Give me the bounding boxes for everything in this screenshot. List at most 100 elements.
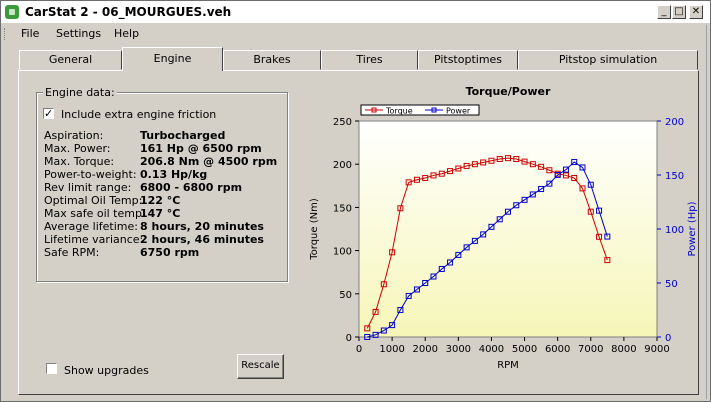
- x-tick-label: 2000: [412, 344, 437, 355]
- tab-pitstop-simulation[interactable]: Pitstop simulation: [518, 50, 698, 70]
- data-point-torque: [496, 156, 503, 163]
- torque-power-chart: 0 1000 2000 3000 4000 5000 6000 7000 8000 9000050…: [309, 85, 697, 371]
- tab-brakes[interactable]: Brakes: [223, 50, 321, 70]
- data-point-torque: [596, 233, 603, 240]
- engine-data-title: Engine data:: [43, 86, 117, 99]
- data-point-power: [538, 186, 545, 193]
- data-point-torque: [480, 159, 487, 166]
- data-point-power: [430, 273, 437, 280]
- series-line-torque: [366, 157, 608, 329]
- lifetime-variance-label: Lifetime variance:: [44, 233, 144, 246]
- chart-title: Torque/Power: [466, 85, 551, 98]
- max-power-value: 161 Hp @ 6500 rpm: [140, 142, 262, 155]
- title-bar[interactable]: CarStat 2 - 06_MOURGUES.veh _ □ ✕: [1, 1, 710, 23]
- show-upgrades-checkbox[interactable]: [46, 363, 57, 374]
- y-tick-label: 0: [346, 333, 352, 344]
- aspiration-value: Turbocharged: [140, 129, 226, 142]
- legend-label-torque: Torque: [385, 107, 413, 116]
- lifetime-variance-value: 2 hours, 46 minutes: [140, 233, 264, 246]
- y2-tick-label: 150: [665, 171, 684, 182]
- data-point-torque: [546, 167, 553, 174]
- y-tick-label: 200: [333, 160, 352, 171]
- tab-general[interactable]: General: [19, 50, 122, 70]
- data-point-torque: [529, 161, 536, 168]
- rev-limit-label: Rev limit range:: [44, 181, 132, 194]
- data-point-power: [579, 164, 586, 171]
- data-point-power: [413, 286, 420, 293]
- data-point-power: [521, 196, 528, 203]
- data-point-power: [405, 292, 412, 299]
- x-tick-label: 4000: [479, 344, 504, 355]
- data-point-torque: [422, 175, 429, 182]
- safe-rpm-label: Safe RPM:: [44, 246, 100, 259]
- data-point-power: [438, 265, 445, 272]
- y-tick-label: 50: [339, 290, 352, 301]
- maximize-button[interactable]: □: [672, 5, 686, 19]
- max-safe-oil-temp-value: 147 °C: [140, 207, 181, 220]
- menu-help[interactable]: Help: [114, 27, 140, 40]
- tab-engine[interactable]: Engine: [122, 47, 223, 71]
- menu-grip: [4, 28, 7, 40]
- y2-axis-label: Power (Hp): [687, 201, 697, 256]
- engine-panel: Engine data: ✓ Include extra engine fric…: [18, 70, 699, 395]
- data-point-torque: [463, 162, 470, 169]
- extra-friction-checkbox[interactable]: ✓: [43, 108, 54, 119]
- chart-legend: [360, 104, 480, 116]
- minimize-button[interactable]: _: [657, 5, 671, 19]
- y-tick-label: 100: [333, 247, 352, 258]
- x-tick-label: 1000: [379, 344, 404, 355]
- data-point-torque: [587, 208, 594, 215]
- x-axis-label: RPM: [497, 360, 519, 371]
- data-point-torque: [562, 172, 569, 179]
- data-point-power: [554, 172, 561, 178]
- data-point-power: [604, 233, 611, 240]
- data-point-power: [455, 251, 462, 258]
- data-point-power: [546, 180, 553, 187]
- menu-file[interactable]: File: [21, 27, 40, 40]
- x-tick-label: 0: [356, 344, 362, 355]
- data-point-torque: [571, 175, 578, 182]
- optimal-oil-temp-value: 122 °C: [140, 194, 181, 207]
- window-right-border: [706, 25, 710, 399]
- data-point-torque: [364, 325, 371, 332]
- average-lifetime-value: 8 hours, 20 minutes: [140, 220, 264, 233]
- data-point-torque: [488, 157, 495, 164]
- x-tick-label: 8000: [611, 344, 636, 355]
- menu-settings[interactable]: Settings: [56, 27, 102, 40]
- data-point-power: [496, 216, 503, 223]
- data-point-power: [380, 327, 387, 334]
- power-to-weight-value: 0.13 Hp/kg: [140, 168, 208, 181]
- show-upgrades-label: Show upgrades: [64, 364, 149, 377]
- data-point-torque: [389, 249, 396, 256]
- legend-marker-power: [431, 107, 437, 113]
- tab-pitstoptimes[interactable]: Pitstoptimes: [418, 50, 518, 70]
- average-lifetime-label: Average lifetime:: [44, 220, 138, 233]
- rev-limit-value: 6800 - 6800 rpm: [140, 181, 243, 194]
- tab-tires[interactable]: Tires: [321, 50, 418, 70]
- data-point-torque: [438, 170, 445, 177]
- y2-tick-label: 50: [665, 279, 678, 290]
- max-torque-value: 206.8 Nm @ 4500 rpm: [140, 155, 278, 168]
- x-tick-label: 7000: [578, 344, 603, 355]
- close-button[interactable]: ✕: [689, 5, 703, 19]
- data-point-torque: [604, 257, 611, 264]
- max-power-label: Max. Power:: [44, 142, 111, 155]
- y2-tick-label: 0: [665, 333, 671, 344]
- extra-friction-label: Include extra engine friction: [61, 108, 217, 121]
- data-point-torque: [521, 158, 528, 165]
- data-point-torque: [405, 179, 412, 186]
- data-point-torque: [447, 168, 454, 175]
- data-point-power: [513, 202, 520, 209]
- app-icon: [5, 5, 19, 19]
- data-point-power: [397, 307, 404, 313]
- safe-rpm-value: 6750 rpm: [140, 246, 200, 259]
- aspiration-label: Aspiration:: [44, 129, 104, 142]
- data-point-power: [471, 237, 478, 244]
- checkmark-icon: ✓: [44, 107, 54, 120]
- y-tick-label: 250: [333, 117, 352, 128]
- data-point-torque: [372, 308, 379, 315]
- data-point-torque: [505, 155, 511, 162]
- rescale-button[interactable]: Rescale: [237, 354, 284, 379]
- data-point-power: [372, 331, 379, 338]
